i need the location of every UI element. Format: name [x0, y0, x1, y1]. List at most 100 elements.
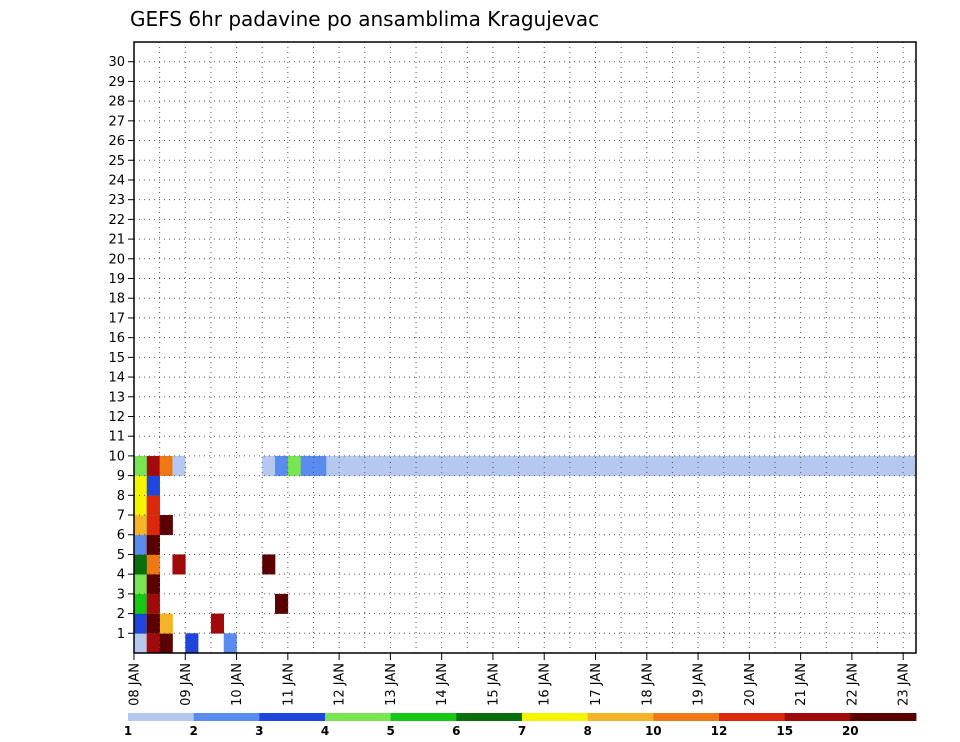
data-cell	[134, 475, 148, 496]
data-cell	[826, 455, 840, 476]
colorbar-label: 4	[321, 724, 329, 738]
colorbar-swatch	[325, 713, 392, 721]
colorbar-label: 5	[387, 724, 395, 738]
data-cell	[223, 633, 237, 654]
colorbar-swatch	[587, 713, 654, 721]
data-cell	[275, 593, 289, 614]
plot-frame	[133, 41, 917, 654]
data-cell	[134, 515, 148, 536]
data-cell	[287, 455, 301, 476]
data-cell	[518, 455, 532, 476]
data-cell	[159, 455, 173, 476]
data-cell	[864, 455, 878, 476]
data-cell	[364, 455, 378, 476]
colorbar-swatch	[522, 713, 589, 721]
data-cell	[749, 455, 763, 476]
data-cell	[736, 455, 750, 476]
data-cell	[774, 455, 789, 476]
y-tick-label: 30	[108, 55, 125, 70]
data-cell	[531, 455, 545, 476]
data-cell	[339, 455, 353, 476]
data-cell	[454, 455, 468, 476]
colorbar-swatch	[128, 713, 195, 721]
y-tick-label: 4	[117, 568, 125, 583]
x-tick-label: 17 JAN	[589, 663, 604, 706]
y-tick-label: 27	[108, 114, 125, 129]
data-cell	[210, 613, 225, 634]
y-tick-label: 22	[108, 213, 125, 228]
data-cell	[569, 455, 583, 476]
y-tick-label: 16	[108, 331, 125, 346]
data-cell	[800, 455, 814, 476]
colorbar-label: 20	[842, 724, 859, 738]
x-tick-label: 16 JAN	[538, 663, 553, 706]
data-cell	[146, 534, 160, 555]
data-cell	[698, 455, 712, 476]
x-tick-label: 13 JAN	[384, 663, 399, 706]
data-cell	[146, 495, 160, 516]
data-cell	[172, 455, 186, 476]
colorbar-label: 15	[776, 724, 793, 738]
y-tick-label: 10	[108, 449, 125, 464]
x-tick-label: 14 JAN	[435, 663, 450, 706]
y-tick-label: 7	[117, 509, 125, 524]
data-cell	[544, 455, 558, 476]
cells-layer	[134, 455, 917, 654]
colorbar-label: 12	[711, 724, 728, 738]
data-cell	[351, 455, 366, 476]
x-tick-label: 12 JAN	[333, 663, 348, 706]
y-tick-label: 21	[108, 233, 125, 248]
x-tick-label: 18 JAN	[640, 663, 655, 706]
data-cell	[890, 455, 904, 476]
data-cell	[300, 455, 314, 476]
data-cell	[159, 515, 173, 536]
data-cell	[134, 633, 148, 654]
data-cell	[723, 455, 737, 476]
data-cell	[787, 455, 801, 476]
colorbar-label: 10	[645, 724, 662, 738]
y-tick-label: 5	[117, 548, 125, 563]
x-tick-label: 10 JAN	[230, 663, 245, 706]
data-cell	[134, 455, 148, 476]
data-cell	[146, 515, 160, 536]
x-tick-label: 23 JAN	[897, 663, 912, 706]
data-cell	[480, 455, 494, 476]
x-axis: 08 JAN 09 JAN 10 JAN 11 JAN 12 JAN 13 JAN 14 J…	[128, 653, 912, 706]
data-cell	[172, 554, 186, 575]
y-tick-label: 6	[117, 528, 125, 543]
y-tick-label: 14	[108, 371, 125, 386]
y-tick-label: 8	[117, 489, 125, 504]
data-cell	[146, 593, 160, 614]
data-cell	[877, 455, 891, 476]
data-cell	[595, 455, 609, 476]
data-cell	[492, 455, 507, 476]
y-tick-label: 24	[108, 173, 125, 188]
colorbar-swatch	[784, 713, 851, 721]
x-tick-label: 15 JAN	[487, 663, 502, 706]
data-cell	[185, 633, 199, 654]
x-tick-label: 08 JAN	[128, 663, 143, 706]
data-cell	[839, 455, 853, 476]
x-tick-label: 22 JAN	[845, 663, 860, 706]
data-cell	[608, 455, 622, 476]
data-cell	[134, 554, 148, 575]
data-cell	[134, 574, 148, 595]
data-cell	[134, 593, 148, 614]
y-tick-label: 15	[108, 351, 125, 366]
x-tick-label: 19 JAN	[692, 663, 707, 706]
data-cell	[851, 455, 866, 476]
data-cell	[646, 455, 660, 476]
data-cell	[262, 455, 276, 476]
data-cell	[582, 455, 596, 476]
data-cell	[146, 554, 160, 575]
y-tick-label: 11	[108, 430, 125, 445]
colorbar-swatch	[719, 713, 786, 721]
data-cell	[146, 633, 160, 654]
y-tick-label: 28	[108, 95, 125, 110]
data-cell	[377, 455, 391, 476]
y-tick-label: 13	[108, 390, 125, 405]
y-tick-label: 26	[108, 134, 125, 149]
y-axis: 1234567891011121314151617181920212223242…	[108, 55, 134, 642]
colorbar-label: 8	[584, 724, 592, 738]
